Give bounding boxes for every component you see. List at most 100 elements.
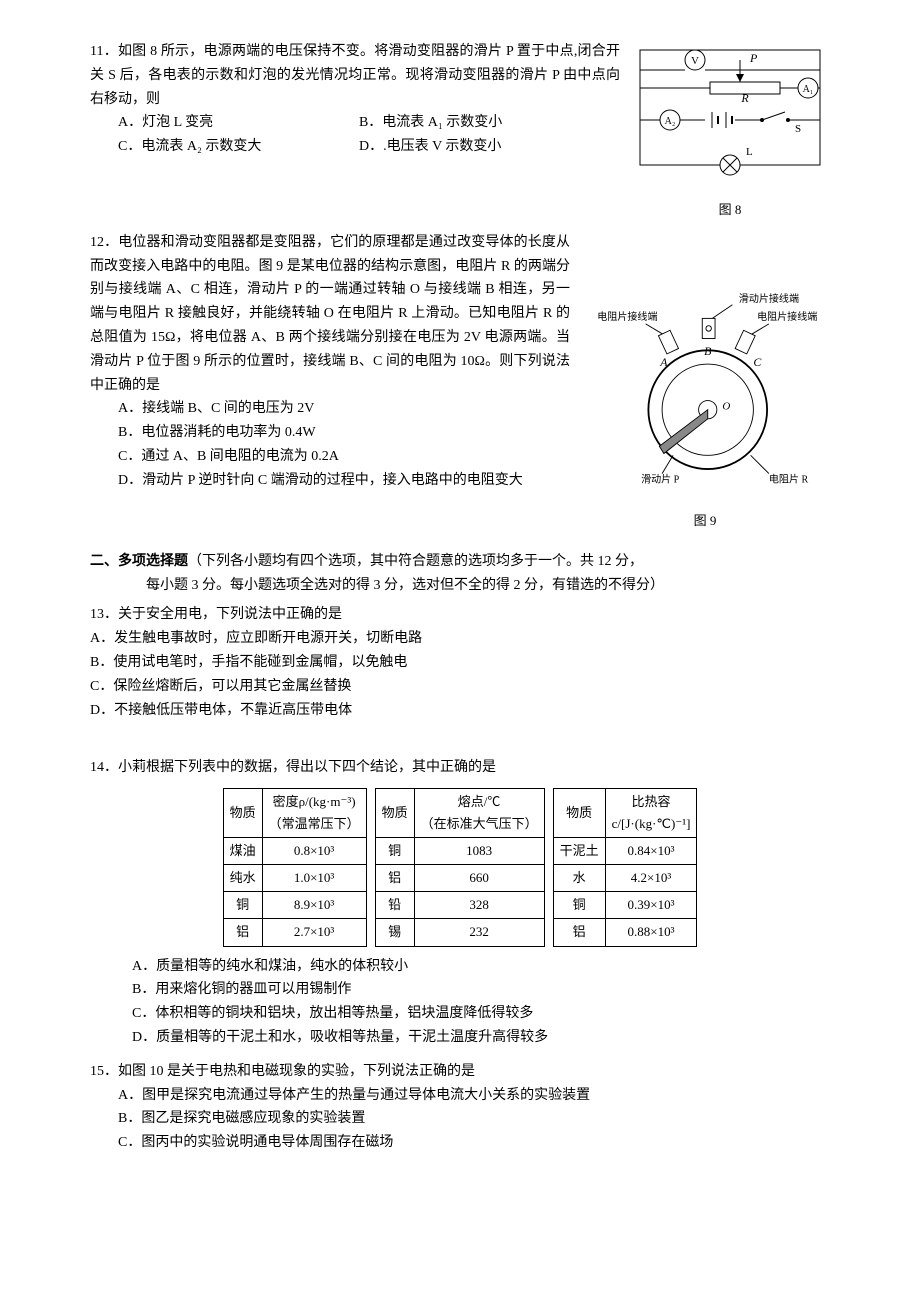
figure-8-caption: 图 8 — [630, 199, 830, 221]
q11-number: 11． — [90, 44, 118, 59]
melting-table: 物质 熔点/℃ （在标准大气压下） 铜1083 铝660 铅328 锡232 — [375, 788, 545, 947]
svg-text:电阻片接线端: 电阻片接线端 — [597, 310, 657, 323]
potentiometer-diagram-icon: 滑动片接线端 电阻片接线端 电阻片接线端 O A B C — [580, 291, 830, 501]
q11-options: A．灯泡 L 变亮 B．电流表 A₁ 示数变小 C．电流表 A₂ 示数变大 D．… — [90, 111, 620, 159]
question-15: 15．如图 10 是关于电热和电磁现象的实验，下列说法正确的是 A．图甲是探究电… — [90, 1060, 830, 1155]
density-header-line1: 密度ρ/(kg·m⁻³) — [269, 791, 360, 813]
q13-option-c: C．保险丝熔断后，可以用其它金属丝替换 — [90, 675, 830, 699]
svg-text:电阻片接线端: 电阻片接线端 — [757, 310, 817, 323]
table-row: 煤油0.8×10³ — [223, 838, 366, 865]
cell: 0.8×10³ — [262, 838, 366, 865]
q11-stem-text: 如图 8 所示，电源两端的电压保持不变。将滑动变阻器的滑片 P 置于中点,闭合开… — [90, 44, 620, 107]
q13-number: 13． — [90, 607, 118, 622]
col-substance: 物质 — [553, 788, 605, 837]
q15-option-c: C．图丙中的实验说明通电导体周围存在磁场 — [90, 1131, 830, 1155]
density-header-line2: （常温常压下） — [269, 813, 360, 835]
svg-text:B: B — [704, 344, 711, 358]
svg-text:C: C — [753, 355, 762, 369]
table-row: 干泥土0.84×10³ — [553, 838, 697, 865]
q11-option-c: C．电流表 A₂ 示数变大 — [118, 135, 359, 159]
table-row: 物质 密度ρ/(kg·m⁻³) （常温常压下） — [223, 788, 366, 837]
svg-text:A: A — [659, 355, 668, 369]
table-row: 物质 熔点/℃ （在标准大气压下） — [375, 788, 544, 837]
cell: 328 — [414, 892, 544, 919]
col-heat: 比热容 c/[J·(kg·℃)⁻¹] — [605, 788, 697, 837]
cell: 铝 — [223, 919, 262, 946]
section-2-sub: 每小题 3 分。每小题选项全选对的得 3 分，选对但不全的得 2 分，有错选的不… — [90, 574, 830, 598]
svg-text:O: O — [722, 401, 730, 413]
question-14: 14．小莉根据下列表中的数据，得出以下四个结论，其中正确的是 物质 密度ρ/(k… — [90, 756, 830, 1050]
cell: 660 — [414, 865, 544, 892]
q14-options: A．质量相等的纯水和煤油，纯水的体积较小 B．用来熔化铜的器皿可以用锡制作 C．… — [90, 955, 830, 1050]
table-row: 铜0.39×10³ — [553, 892, 697, 919]
q14-stem-text: 小莉根据下列表中的数据，得出以下四个结论，其中正确的是 — [118, 760, 496, 775]
question-13: 13．关于安全用电，下列说法中正确的是 A．发生触电事故时，应立即断开电源开关，… — [90, 603, 830, 722]
q15-option-a: A．图甲是探究电流通过导体产生的热量与通过导体电流大小关系的实验装置 — [90, 1084, 830, 1108]
cell: 8.9×10³ — [262, 892, 366, 919]
section-2-title: 二、多项选择题 — [90, 554, 188, 569]
heat-header-line1: 比热容 — [612, 791, 691, 813]
figure-8: V P R A₁ A₂ — [630, 40, 830, 221]
cell: 干泥土 — [553, 838, 605, 865]
table-row: 铅328 — [375, 892, 544, 919]
q11-option-d: D．.电压表 V 示数变小 — [359, 135, 600, 159]
table-row: 物质 比热容 c/[J·(kg·℃)⁻¹] — [553, 788, 697, 837]
q11-option-a: A．灯泡 L 变亮 — [118, 111, 359, 135]
col-substance: 物质 — [223, 788, 262, 837]
cell: 煤油 — [223, 838, 262, 865]
q14-number: 14． — [90, 760, 118, 775]
q15-number: 15． — [90, 1064, 118, 1079]
heat-header-line2: c/[J·(kg·℃)⁻¹] — [612, 813, 691, 835]
cell: 水 — [553, 865, 605, 892]
q13-option-a: A．发生触电事故时，应立即断开电源开关，切断电路 — [90, 627, 830, 651]
cell: 铜 — [223, 892, 262, 919]
svg-text:电阻片 R: 电阻片 R — [769, 473, 809, 486]
svg-text:R: R — [740, 91, 749, 105]
q12-number: 12． — [90, 235, 118, 250]
table-row: 铜1083 — [375, 838, 544, 865]
cell: 4.2×10³ — [605, 865, 697, 892]
col-melting: 熔点/℃ （在标准大气压下） — [414, 788, 544, 837]
q15-option-b: B．图乙是探究电磁感应现象的实验装置 — [90, 1107, 830, 1131]
cell: 1083 — [414, 838, 544, 865]
q11-option-b: B．电流表 A₁ 示数变小 — [359, 111, 600, 135]
cell: 铝 — [553, 919, 605, 946]
figure-9: 滑动片接线端 电阻片接线端 电阻片接线端 O A B C — [580, 291, 830, 532]
svg-text:V: V — [691, 55, 699, 67]
cell: 铅 — [375, 892, 414, 919]
heat-table: 物质 比热容 c/[J·(kg·℃)⁻¹] 干泥土0.84×10³ 水4.2×1… — [553, 788, 698, 947]
svg-text:L: L — [746, 146, 753, 158]
circuit-diagram-icon: V P R A₁ A₂ — [630, 40, 830, 190]
q14-option-c: C．体积相等的铜块和铝块，放出相等热量，铝块温度降低得较多 — [90, 1002, 830, 1026]
q15-options: A．图甲是探究电流通过导体产生的热量与通过导体电流大小关系的实验装置 B．图乙是… — [90, 1084, 830, 1155]
question-12: 滑动片接线端 电阻片接线端 电阻片接线端 O A B C — [90, 231, 830, 532]
q14-stem: 14．小莉根据下列表中的数据，得出以下四个结论，其中正确的是 — [90, 756, 830, 780]
table-row: 锡232 — [375, 919, 544, 946]
table-row: 铝660 — [375, 865, 544, 892]
cell: 铝 — [375, 865, 414, 892]
col-substance: 物质 — [375, 788, 414, 837]
cell: 0.39×10³ — [605, 892, 697, 919]
q13-option-b: B．使用试电笔时，手指不能碰到金属帽，以免触电 — [90, 651, 830, 675]
q14-option-d: D．质量相等的干泥土和水，吸收相等热量，干泥土温度升高得较多 — [90, 1026, 830, 1050]
cell: 232 — [414, 919, 544, 946]
cell: 铜 — [553, 892, 605, 919]
melting-header-line2: （在标准大气压下） — [421, 813, 538, 835]
q12-stem-text: 电位器和滑动变阻器都是变阻器，它们的原理都是通过改变导体的长度从而改变接入电路中… — [90, 235, 570, 393]
cell: 锡 — [375, 919, 414, 946]
cell: 2.7×10³ — [262, 919, 366, 946]
q15-stem: 15．如图 10 是关于电热和电磁现象的实验，下列说法正确的是 — [90, 1060, 830, 1084]
table-row: 水4.2×10³ — [553, 865, 697, 892]
section-2-header: 二、多项选择题（下列各小题均有四个选项，其中符合题意的选项均多于一个。共 12 … — [90, 550, 830, 598]
table-row: 铝0.88×10³ — [553, 919, 697, 946]
cell: 0.88×10³ — [605, 919, 697, 946]
cell: 纯水 — [223, 865, 262, 892]
q14-tables: 物质 密度ρ/(kg·m⁻³) （常温常压下） 煤油0.8×10³ 纯水1.0×… — [90, 788, 830, 947]
table-row: 铜8.9×10³ — [223, 892, 366, 919]
q13-stem-text: 关于安全用电，下列说法中正确的是 — [118, 607, 342, 622]
cell: 1.0×10³ — [262, 865, 366, 892]
q13-options: A．发生触电事故时，应立即断开电源开关，切断电路 B．使用试电笔时，手指不能碰到… — [90, 627, 830, 722]
col-density: 密度ρ/(kg·m⁻³) （常温常压下） — [262, 788, 366, 837]
q15-stem-text: 如图 10 是关于电热和电磁现象的实验，下列说法正确的是 — [118, 1064, 475, 1079]
table-row: 纯水1.0×10³ — [223, 865, 366, 892]
